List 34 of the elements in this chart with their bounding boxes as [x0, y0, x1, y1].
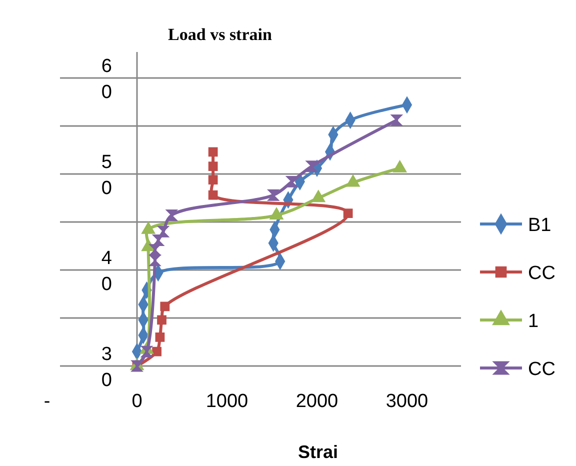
y-tick-label: 6 0: [101, 56, 112, 103]
point: [158, 226, 170, 238]
x-tick-label: 3000: [386, 391, 428, 412]
point: [343, 208, 353, 218]
x-axis-title: Strai: [298, 442, 338, 462]
legend-label: CC: [528, 359, 556, 380]
point: [160, 302, 170, 312]
x-tick-label: -: [44, 391, 50, 412]
point: [152, 346, 162, 356]
y-tick-label: 5 0: [101, 152, 112, 199]
x-tick-label: 1000: [206, 391, 248, 412]
chart-title: Load vs strain: [168, 25, 272, 44]
point: [155, 332, 165, 342]
x-tick-label: 0: [132, 391, 142, 412]
point: [149, 254, 161, 266]
point: [306, 160, 318, 172]
legend-label: B1: [528, 215, 552, 236]
legend-label: 1: [528, 311, 539, 332]
point: [166, 210, 178, 222]
point: [286, 176, 298, 188]
point: [208, 147, 218, 157]
point: [140, 346, 152, 358]
legend-label: CC: [528, 263, 556, 284]
y-tick-label: 4 0: [101, 248, 112, 295]
point: [208, 190, 218, 200]
y-tick-label: 3 0: [101, 344, 112, 391]
point: [390, 114, 402, 126]
point: [149, 244, 161, 256]
point: [208, 162, 218, 172]
point: [268, 189, 280, 201]
point: [152, 234, 164, 246]
x-tick-label: 2000: [296, 391, 338, 412]
point: [208, 175, 218, 184]
point: [157, 315, 166, 325]
